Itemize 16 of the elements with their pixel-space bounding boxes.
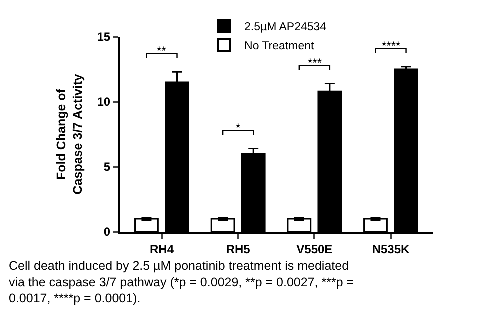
x-tick-label: RH4 bbox=[150, 242, 174, 256]
annotation: ** bbox=[157, 44, 167, 58]
annotation: *** bbox=[308, 56, 322, 70]
legend-label: 2.5µM AP24534 bbox=[244, 22, 328, 34]
text: Cell death induced by 2.5 µM ponatinib treatment is mediated via the caspase 3/7 pathway (*p = 0.0029, **p = 0.0027, ***p = 0.0017, ****p = 0.0001). bbox=[9, 259, 354, 306]
y-tick-label: 0 bbox=[104, 225, 111, 240]
legend-label: No Treatment bbox=[244, 40, 315, 53]
y-tick-label: 15 bbox=[97, 30, 111, 44]
annotation: **** bbox=[382, 39, 402, 53]
y-tick-label: 5 bbox=[104, 160, 111, 174]
x-tick-label: N535K bbox=[372, 242, 410, 256]
x-tick-label: V550E bbox=[296, 242, 333, 256]
x-tick-label: RH5 bbox=[226, 242, 251, 256]
y-axis-title: Fold Change of Caspase 3/7 Activity bbox=[54, 74, 85, 195]
annotation: * bbox=[236, 121, 241, 135]
y-tick-label: 10 bbox=[97, 95, 111, 110]
